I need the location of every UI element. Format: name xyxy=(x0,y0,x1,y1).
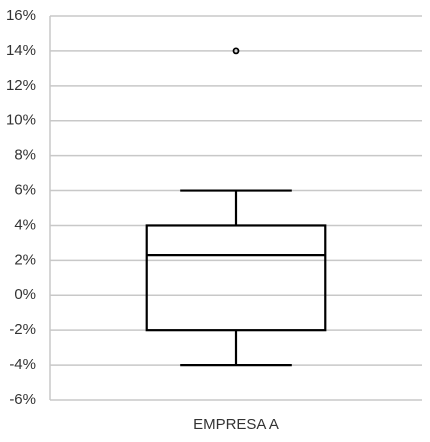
y-tick-label: 14% xyxy=(6,42,36,59)
x-tick-label: EMPRESA A xyxy=(193,416,279,433)
y-tick-label: -4% xyxy=(9,356,36,373)
y-tick-label: 4% xyxy=(14,216,36,233)
y-tick-label: 6% xyxy=(14,182,36,199)
y-tick-label: 8% xyxy=(14,147,36,164)
y-tick-label: -2% xyxy=(9,321,36,338)
y-tick-label: 12% xyxy=(6,77,36,94)
y-tick-label: 16% xyxy=(6,7,36,24)
box xyxy=(145,224,327,332)
y-tick-label: 0% xyxy=(14,286,36,303)
y-tick-label: -6% xyxy=(9,391,36,408)
outlier xyxy=(232,47,240,55)
y-tick-label: 2% xyxy=(14,251,36,268)
y-tick-label: 10% xyxy=(6,112,36,129)
